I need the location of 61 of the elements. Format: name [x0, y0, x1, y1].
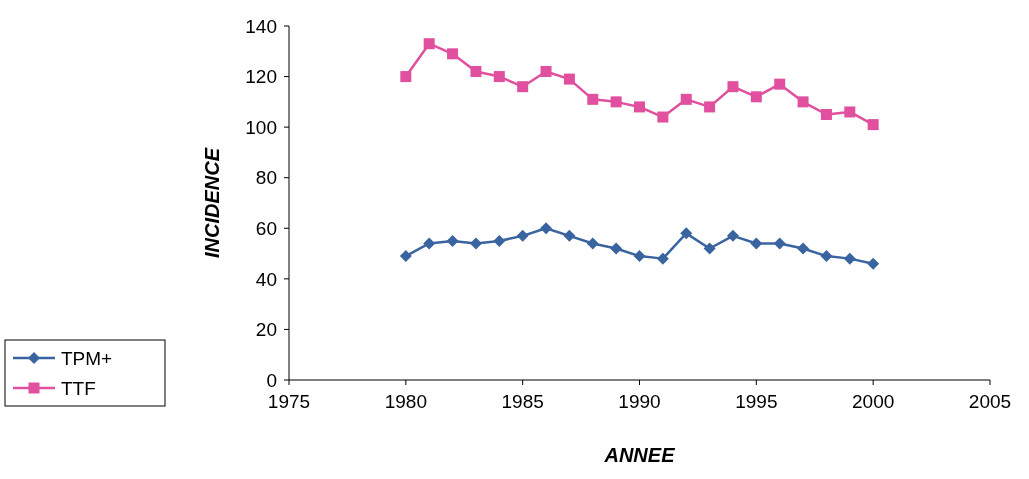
point: [610, 242, 623, 255]
point: [470, 66, 482, 78]
x-tick-label: 2000: [852, 391, 895, 412]
x-tick-label: 1985: [501, 391, 544, 412]
point: [493, 71, 505, 83]
point: [704, 101, 716, 113]
point: [726, 229, 739, 242]
point: [680, 227, 693, 240]
point: [516, 229, 529, 242]
x-tick-label: 1995: [735, 391, 778, 412]
point: [469, 237, 482, 250]
point: [423, 38, 435, 50]
point: [540, 222, 553, 235]
point: [820, 109, 832, 120]
point: [587, 93, 599, 105]
point: [610, 96, 622, 108]
y-tick-label: 60: [255, 217, 277, 239]
point: [703, 242, 716, 255]
point: [750, 91, 762, 103]
point: [446, 234, 459, 247]
point: [447, 48, 459, 60]
point: [563, 73, 575, 85]
point: [774, 78, 786, 90]
point: [540, 66, 552, 78]
y-tick-label: 40: [255, 268, 277, 290]
x-axis-title: ANNEE: [603, 444, 676, 466]
point: [399, 250, 412, 263]
x-tick-label: 1980: [384, 391, 427, 412]
point: [400, 71, 412, 83]
point: [423, 237, 436, 250]
point: [797, 242, 810, 255]
y-tick-label: 80: [255, 167, 277, 189]
point: [656, 252, 669, 265]
x-tick-label: 1990: [618, 391, 661, 412]
y-tick-label: 120: [245, 66, 277, 88]
point: [633, 250, 646, 263]
y-tick-label: 0: [266, 369, 277, 391]
legend-label: TTF: [61, 377, 96, 399]
point: [820, 250, 833, 263]
point: [844, 106, 856, 118]
point: [750, 237, 763, 250]
y-tick-label: 100: [245, 116, 277, 138]
point: [634, 101, 645, 113]
y-tick-label: 140: [245, 15, 277, 37]
y-tick-label: 20: [255, 319, 277, 341]
point: [727, 81, 739, 93]
point: [867, 257, 880, 270]
y-axis-title: INCIDENCE: [201, 147, 223, 259]
point: [563, 229, 576, 242]
x-tick-label: 2005: [968, 391, 1012, 412]
point: [517, 81, 529, 93]
point: [773, 237, 786, 250]
point: [586, 237, 599, 250]
point: [493, 234, 506, 247]
point: [867, 119, 879, 131]
point: [797, 96, 809, 108]
point: [680, 93, 692, 105]
x-tick-label: 1975: [267, 391, 311, 412]
point: [657, 111, 669, 123]
point: [843, 252, 856, 265]
legend-label: TPM+: [61, 347, 113, 369]
